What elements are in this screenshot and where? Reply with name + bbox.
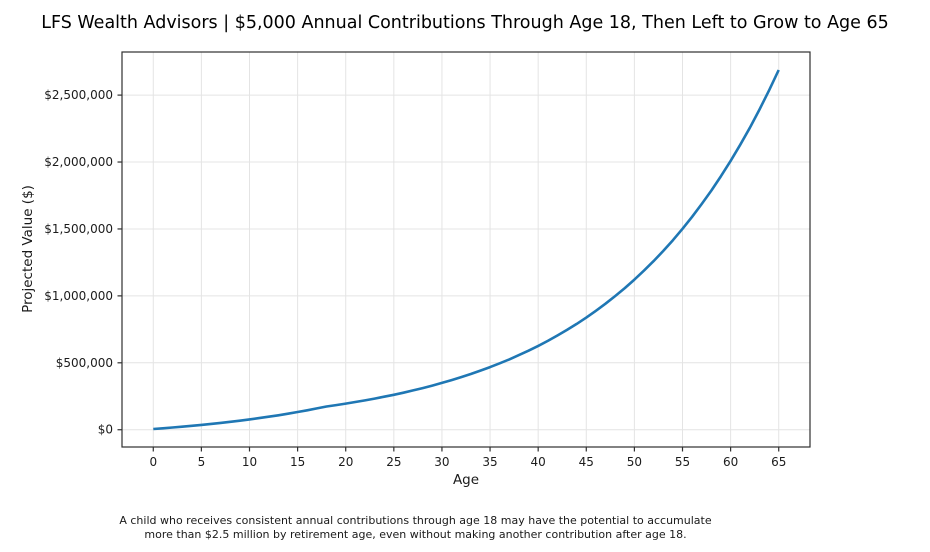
projection-line-series xyxy=(153,69,780,431)
x-tick-label: 30 xyxy=(434,455,449,469)
x-tick-label: 20 xyxy=(338,455,353,469)
y-tick-label: $2,500,000 xyxy=(44,88,113,102)
x-tick-label: 65 xyxy=(771,455,786,469)
y-tick-label: $500,000 xyxy=(56,356,113,370)
x-tick-label: 50 xyxy=(627,455,642,469)
x-axis-label: Age xyxy=(452,472,480,488)
y-tick-label: $0 xyxy=(98,423,113,437)
x-tick-label: 0 xyxy=(149,455,157,469)
y-tick-label: $1,000,000 xyxy=(44,289,113,303)
y-tick-label: $2,000,000 xyxy=(44,155,113,169)
caption: A child who receives consistent annual c… xyxy=(0,514,831,541)
x-tick-label: 5 xyxy=(198,455,206,469)
y-tick-label: $1,500,000 xyxy=(44,222,113,236)
x-tick-label: 15 xyxy=(290,455,305,469)
x-tick-label: 55 xyxy=(675,455,690,469)
chart-title: LFS Wealth Advisors | $5,000 Annual Cont… xyxy=(41,13,889,33)
x-tick-label: 40 xyxy=(531,455,546,469)
x-tick-label: 45 xyxy=(579,455,594,469)
caption-line-2: more than $2.5 million by retirement age… xyxy=(144,527,687,541)
x-tick-label: 35 xyxy=(482,455,497,469)
y-axis-label: Projected Value ($) xyxy=(20,185,36,313)
x-tick-label: 10 xyxy=(242,455,257,469)
caption-line-1: A child who receives consistent annual c… xyxy=(119,514,712,527)
plot-border xyxy=(121,51,811,448)
x-tick-label: 25 xyxy=(386,455,401,469)
x-tick-label: 60 xyxy=(723,455,738,469)
